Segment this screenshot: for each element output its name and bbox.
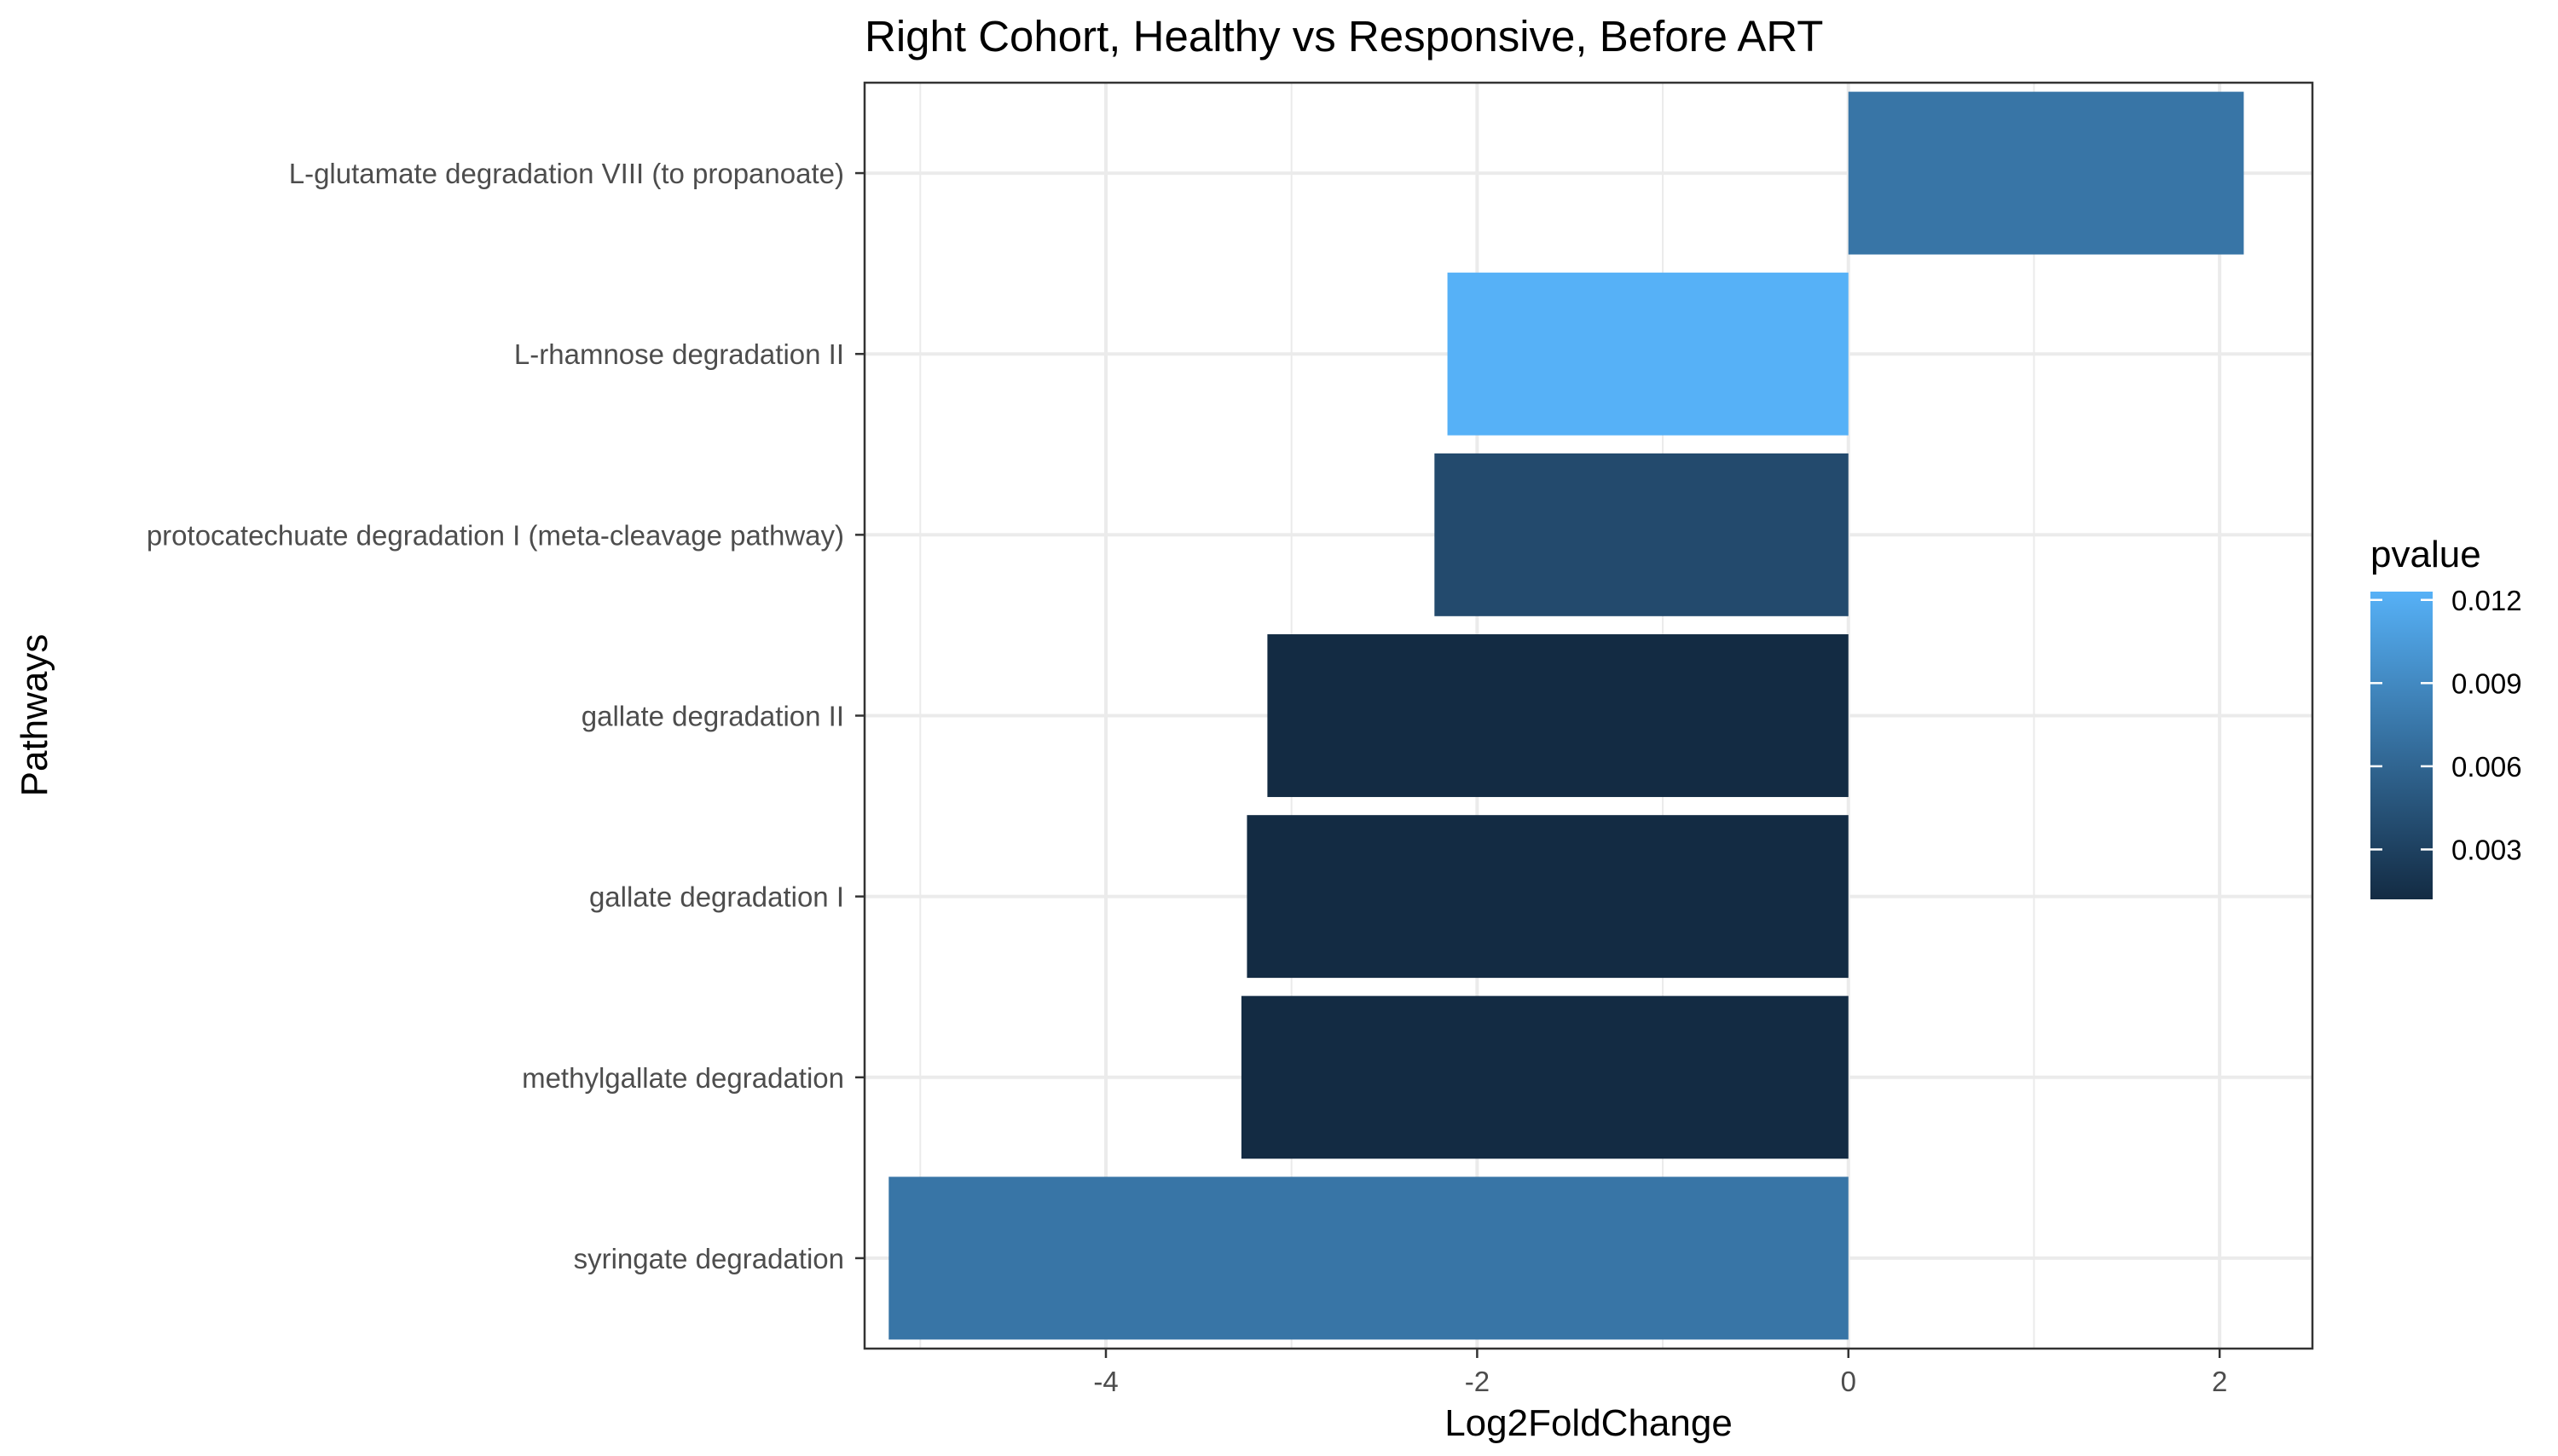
y-tick-label: gallate degradation II	[582, 701, 844, 732]
x-tick-label: -2	[1465, 1366, 1490, 1397]
legend-title: pvalue	[2370, 534, 2481, 575]
chart-title: Right Cohort, Healthy vs Responsive, Bef…	[865, 12, 1823, 61]
bar	[1241, 996, 1849, 1159]
y-tick-label: gallate degradation I	[589, 881, 844, 913]
legend-tick-label: 0.006	[2451, 751, 2522, 783]
bar	[1247, 815, 1849, 979]
x-axis-title: Log2FoldChange	[1444, 1402, 1733, 1444]
bar	[888, 1176, 1849, 1340]
x-tick-label: 2	[2212, 1366, 2227, 1397]
legend-colorbar	[2370, 592, 2433, 899]
y-tick-label: syringate degradation	[574, 1243, 844, 1274]
color-legend: pvalue 0.003 0.006 0.009 0.012	[2370, 534, 2522, 899]
bar	[1434, 453, 1849, 616]
bar	[1848, 91, 2244, 255]
y-tick-label: L-glutamate degradation VIII (to propano…	[289, 158, 844, 189]
y-tick-label: L-rhamnose degradation II	[514, 338, 844, 370]
y-axis-title: Pathways	[14, 634, 55, 797]
legend-tick-label: 0.009	[2451, 667, 2522, 699]
legend-tick-label: 0.012	[2451, 585, 2522, 616]
legend-tick-label: 0.003	[2451, 834, 2522, 865]
y-tick-label: methylgallate degradation	[522, 1062, 844, 1094]
y-tick-label: protocatechuate degradation I (meta-clea…	[147, 519, 844, 551]
x-tick-label: -4	[1093, 1366, 1118, 1397]
bar	[1267, 634, 1849, 797]
bar	[1447, 272, 1849, 436]
x-tick-label: 0	[1841, 1366, 1856, 1397]
